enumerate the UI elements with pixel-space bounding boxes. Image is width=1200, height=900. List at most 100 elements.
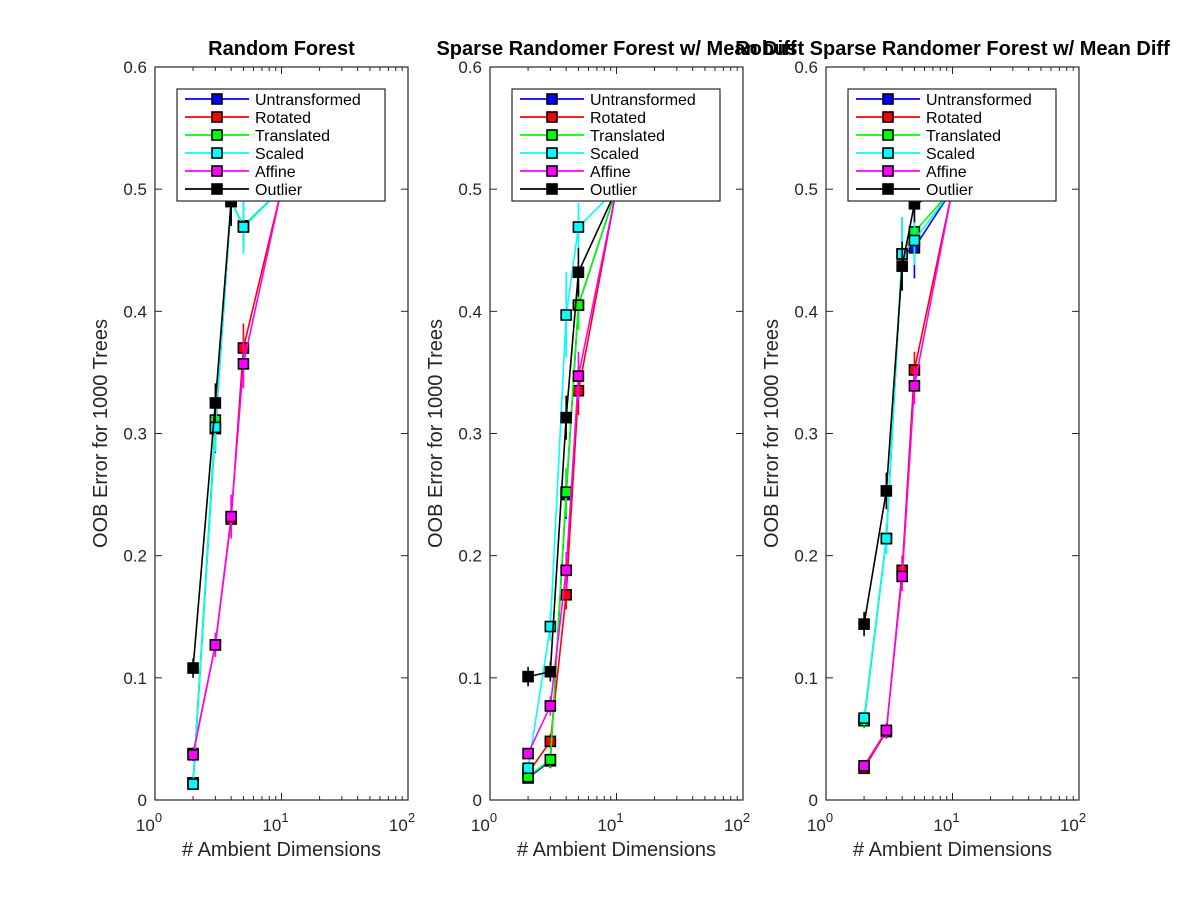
data-point [572,221,585,233]
y-tick-label: 0.4 [458,302,482,321]
y-tick-label: 0.1 [794,669,818,688]
data-point [237,358,250,370]
y-axis-label: OOB Error for 1000 Trees [90,319,112,548]
data-point [522,762,534,775]
x-tick-base: 10 [136,816,155,835]
x-tick-label: 102 [389,810,415,835]
y-tick-label: 0.3 [458,425,482,444]
y-tick-label: 0.4 [123,302,147,321]
legend-marker [211,111,223,123]
legend-marker [211,147,223,159]
legend-label: Outlier [255,182,303,199]
x-tick-label: 101 [933,810,959,835]
x-tick-exponent: 0 [490,810,497,825]
legend-label: Translated [926,128,1001,145]
y-tick-label: 0.5 [794,180,818,199]
y-tick-label: 0.6 [794,58,818,77]
legend-marker [882,129,894,141]
legend-marker [882,111,894,123]
x-tick-exponent: 1 [616,810,623,825]
data-point [544,665,557,678]
y-tick-label: 0 [473,791,482,810]
y-tick-label: 0.5 [458,180,482,199]
data-point [522,747,534,760]
y-tick-label: 0.6 [123,58,147,77]
legend-label: Outlier [926,182,974,199]
data-point [225,510,237,523]
legend-marker [882,183,894,195]
legend-label: Rotated [255,110,311,127]
legend-box [847,88,1057,202]
legend-marker [546,111,558,123]
legend-box [176,88,386,202]
x-tick-base: 10 [262,816,281,835]
data-point [908,380,921,392]
legend-label: Affine [926,164,967,181]
x-tick-label: 102 [1060,810,1086,835]
y-tick-label: 0.1 [123,669,147,688]
legend-marker [211,93,223,105]
legend-marker [211,183,223,195]
x-tick-exponent: 1 [281,810,288,825]
x-axis-label: # Ambient Dimensions [853,839,1052,861]
x-tick-base: 10 [807,816,826,835]
legend-label: Translated [255,128,330,145]
legend-label: Affine [255,164,296,181]
legend-marker [546,147,558,159]
chart-title: Sparse Randomer Forest w/ Mean Diff [436,38,796,60]
legend-marker [546,129,558,141]
data-point [522,670,534,683]
x-tick-label: 102 [724,810,750,835]
x-tick-label: 100 [807,810,833,835]
data-point [880,724,893,737]
data-point [572,370,585,382]
x-tick-exponent: 0 [155,810,162,825]
data-point [858,618,870,630]
legend-marker [882,147,894,159]
series-affine [187,176,288,761]
x-tick-label: 101 [262,810,288,835]
data-point [560,411,572,424]
legend-label: Rotated [590,110,646,127]
y-tick-label: 0 [138,791,147,810]
x-tick-label: 100 [136,810,162,835]
x-tick-base: 10 [1060,816,1079,835]
x-tick-exponent: 0 [826,810,833,825]
data-point [209,397,222,409]
x-tick-exponent: 1 [952,810,959,825]
y-tick-label: 0.3 [794,425,818,444]
legend: UntransformedRotatedTranslatedScaledAffi… [176,88,386,202]
data-point [572,266,585,279]
data-point [560,486,572,498]
y-tick-label: 0.2 [794,547,818,566]
data-point [544,735,557,748]
data-point [560,564,572,577]
data-point [544,753,557,766]
x-tick-exponent: 2 [1079,810,1086,825]
y-axis-label: OOB Error for 1000 Trees [425,319,447,548]
legend-box [511,88,721,202]
data-point [544,700,557,712]
legend: UntransformedRotatedTranslatedScaledAffi… [847,88,1057,202]
y-tick-label: 0.3 [123,425,147,444]
chart-title: Random Forest [208,38,355,60]
data-point [237,221,250,233]
legend-marker [546,165,558,177]
data-point [560,309,572,321]
legend: UntransformedRotatedTranslatedScaledAffi… [511,88,721,202]
x-axis-label: # Ambient Dimensions [182,839,381,861]
legend-label: Untransformed [255,92,361,109]
data-point [858,712,870,724]
data-point [560,588,572,601]
legend-label: Affine [590,164,631,181]
data-point [896,570,908,583]
chart-title: Robust Sparse Randomer Forest w/ Mean Di… [735,38,1170,60]
legend-marker [211,165,223,177]
data-point [209,639,222,651]
y-tick-label: 0 [809,791,818,810]
legend-label: Untransformed [590,92,696,109]
data-point [908,234,921,247]
